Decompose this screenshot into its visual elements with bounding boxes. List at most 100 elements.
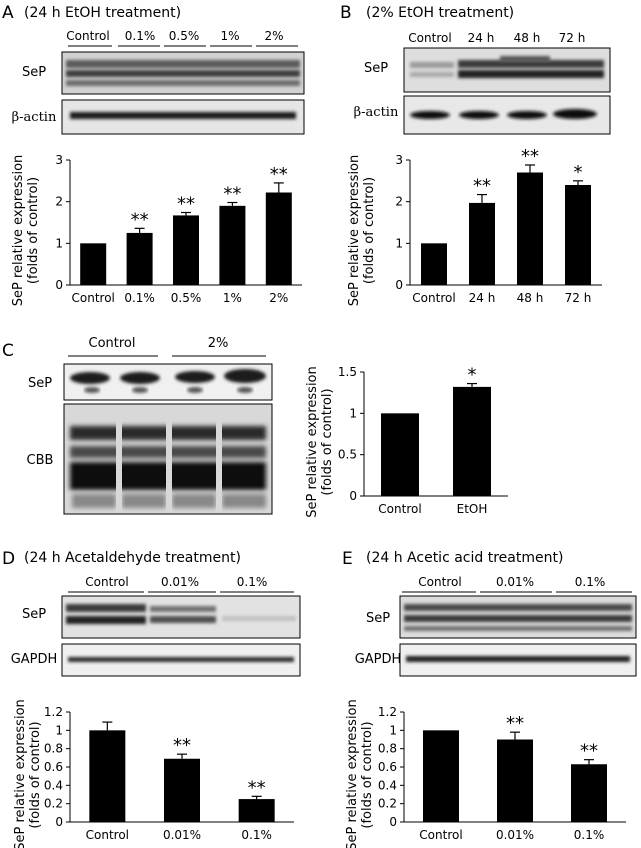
y-tick-label: 0 — [389, 815, 397, 829]
significance-marker: * — [574, 162, 583, 183]
y-tick-label: 0.6 — [44, 760, 63, 774]
significance-marker: ** — [173, 735, 191, 756]
bar — [453, 386, 491, 496]
y-axis-label-units: (folds of control) — [362, 177, 377, 284]
y-axis-label: SeP relative expression — [11, 155, 26, 307]
x-tick-label: EtOH — [457, 502, 488, 516]
lane-label: 0.1% — [237, 575, 268, 589]
y-tick-label: 0.5 — [338, 448, 357, 462]
y-axis-label-units: (folds of control) — [360, 721, 375, 828]
lane-label: 2% — [264, 29, 283, 43]
x-tick-label: 0.01% — [163, 828, 201, 842]
x-tick-label: 0.1% — [124, 291, 155, 305]
lane-label: 72 h — [559, 31, 586, 45]
panel-e: E (24 h Acetic acid treatment) Control 0… — [342, 549, 637, 848]
y-axis-label-units: (folds of control) — [28, 721, 43, 828]
y-axis-label: SeP relative expression — [305, 366, 320, 518]
panel-b-letter: B — [340, 3, 352, 23]
significance-marker: ** — [506, 713, 524, 734]
y-tick-label: 0 — [55, 278, 63, 292]
y-axis-label: SeP relative expression — [345, 699, 360, 848]
lane-label: 24 h — [468, 31, 495, 45]
x-tick-label: 0.01% — [496, 828, 534, 842]
chart-a: 0 1 2 3 SeP relative expression (folds of con… — [11, 153, 302, 306]
lane-label: 0.01% — [161, 575, 199, 589]
blot-actin — [403, 95, 611, 135]
bar — [423, 730, 459, 822]
chart-d: 0 0.2 0.4 0.6 0.8 1 1.2 SeP relative expression… — [13, 699, 294, 848]
y-tick-label: 1 — [349, 406, 357, 420]
panel-b-title: (2% EtOH treatment) — [366, 5, 514, 21]
bar — [265, 192, 292, 285]
y-tick-label: 0 — [55, 815, 63, 829]
y-tick-label: 0.2 — [378, 797, 397, 811]
lane-label: Control — [66, 29, 109, 43]
lane-label: Control — [85, 575, 128, 589]
y-tick-label: 3 — [395, 153, 403, 167]
blot-label-gapdh: GAPDH — [355, 652, 402, 667]
panel-b: B (2% EtOH treatment) Control 24 h 48 h … — [340, 3, 611, 307]
x-tick-label: 1% — [223, 291, 242, 305]
bar — [469, 202, 495, 285]
lane-label: 0.01% — [496, 575, 534, 589]
y-tick-label: 3 — [55, 153, 63, 167]
bar — [517, 172, 543, 285]
significance-marker: ** — [270, 164, 288, 185]
panel-c-letter: C — [2, 341, 14, 361]
bar — [565, 185, 591, 285]
panel-d: D (24 h Acetaldehyde treatment) Control … — [2, 549, 301, 848]
y-tick-label: 0 — [349, 489, 357, 503]
blot-label-gapdh: GAPDH — [11, 652, 58, 667]
y-tick-label: 0.6 — [378, 760, 397, 774]
panel-a: A (24 h EtOH treatment) Control 0.1% 0.5… — [2, 3, 305, 306]
blot-sep — [403, 47, 611, 93]
lane-label: 0.1% — [125, 29, 156, 43]
y-axis-label: SeP relative expression — [13, 699, 28, 848]
blot-cbb — [63, 403, 273, 515]
significance-marker: ** — [177, 194, 195, 215]
blot-label-sep: SeP — [22, 65, 46, 80]
y-tick-label: 1.2 — [378, 705, 397, 719]
x-tick-label: Control — [72, 291, 115, 305]
blot-gapdh — [399, 643, 637, 677]
y-tick-label: 1 — [55, 236, 63, 250]
panel-e-title: (24 h Acetic acid treatment) — [366, 550, 563, 566]
y-tick-label: 1.2 — [44, 705, 63, 719]
y-tick-label: 2 — [55, 195, 63, 209]
y-tick-label: 2 — [395, 195, 403, 209]
y-tick-label: 0 — [395, 278, 403, 292]
x-tick-label: 0.1% — [574, 828, 605, 842]
bar — [381, 413, 419, 496]
x-tick-label: 48 h — [517, 291, 544, 305]
chart-e: 0 0.2 0.4 0.6 0.8 1 1.2 SeP relative expression… — [345, 699, 626, 848]
bar — [164, 758, 200, 822]
y-tick-label: 1 — [389, 723, 397, 737]
x-tick-label: Control — [378, 502, 421, 516]
significance-marker: ** — [131, 209, 149, 230]
lane-label: 1% — [220, 29, 239, 43]
blot-label-sep: SeP — [28, 376, 52, 391]
significance-marker: ** — [248, 777, 266, 798]
y-axis-label: SeP relative expression — [347, 155, 362, 307]
y-tick-label: 0.8 — [44, 742, 63, 756]
y-tick-label: 0.8 — [378, 742, 397, 756]
panel-e-letter: E — [342, 549, 353, 569]
x-tick-label: 24 h — [469, 291, 496, 305]
blot-actin — [61, 99, 305, 135]
bar — [126, 232, 153, 285]
y-tick-label: 1 — [395, 236, 403, 250]
blot-label-sep: SeP — [364, 61, 388, 76]
y-tick-label: 0.4 — [378, 778, 397, 792]
bar — [80, 243, 107, 285]
x-tick-label: 72 h — [565, 291, 592, 305]
blot-label-sep: SeP — [366, 611, 390, 626]
bar — [219, 205, 246, 285]
chart-c: 0 0.5 1 1.5 SeP relative expression (folds of… — [305, 365, 508, 518]
y-tick-label: 0.2 — [44, 797, 63, 811]
x-tick-label: 0.1% — [241, 828, 272, 842]
panel-d-letter: D — [2, 549, 15, 569]
significance-marker: * — [468, 365, 477, 386]
lane-label: 0.1% — [575, 575, 606, 589]
significance-marker: ** — [473, 176, 491, 197]
